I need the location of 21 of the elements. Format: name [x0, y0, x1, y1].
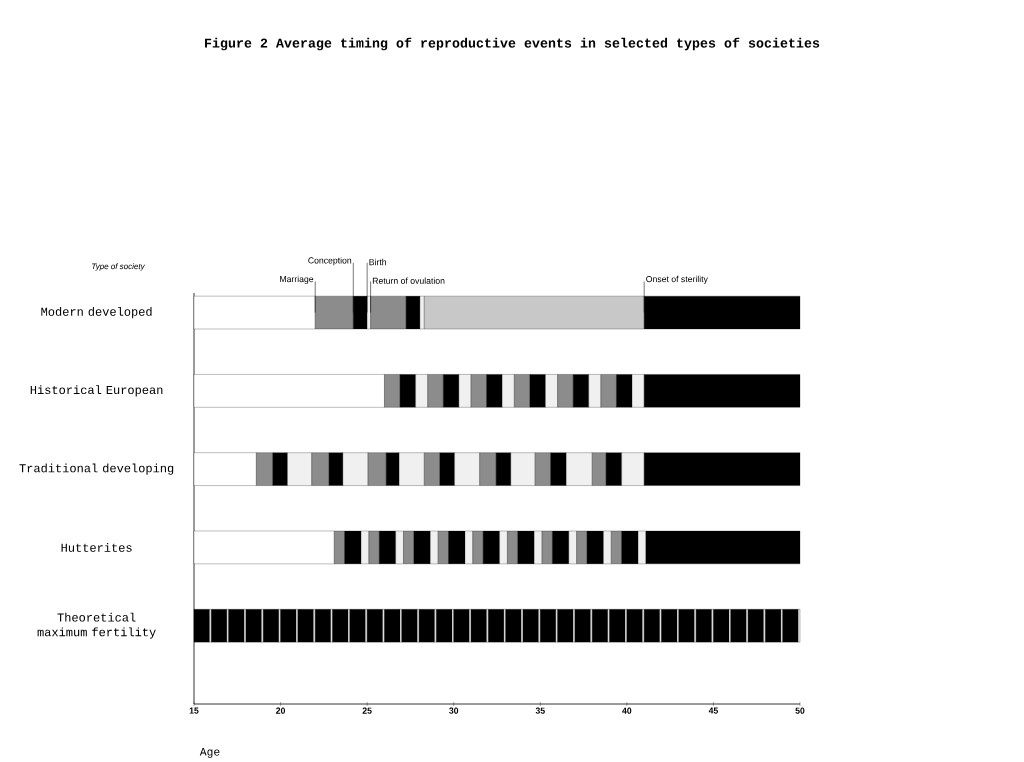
chart-title: Figure 2 Average timing of reproductive events in selected types of societies — [205, 37, 820, 51]
x-tick-label: 35 — [535, 707, 545, 714]
y-tick-label: Hutterites — [61, 542, 132, 552]
y-tick-label: Theoretical maximum fertility — [37, 612, 156, 639]
x-tick-label: 45 — [708, 707, 719, 714]
x-tick-label: 40 — [622, 707, 632, 714]
x-tick-label: 30 — [449, 707, 459, 714]
y-tick-label: Historical European — [30, 385, 163, 397]
x-tick-label: 15 — [189, 707, 199, 714]
annotation: Onset of sterility — [646, 275, 708, 284]
x-tick-label: 25 — [362, 707, 372, 714]
annotation: Birth — [369, 258, 386, 266]
annotation: Conception — [308, 256, 352, 266]
y-tick-label: Traditional developing — [19, 463, 174, 475]
annotation: Marriage — [280, 275, 314, 284]
x-tick-label: 50 — [795, 707, 805, 714]
x-tick-label: 20 — [276, 707, 286, 714]
x-axis-title: Age — [199, 747, 220, 758]
y-tick-label: Modern developed — [41, 306, 152, 318]
y-axis-title: Type of society — [92, 263, 146, 271]
annotation: Return of ovulation — [372, 277, 445, 284]
